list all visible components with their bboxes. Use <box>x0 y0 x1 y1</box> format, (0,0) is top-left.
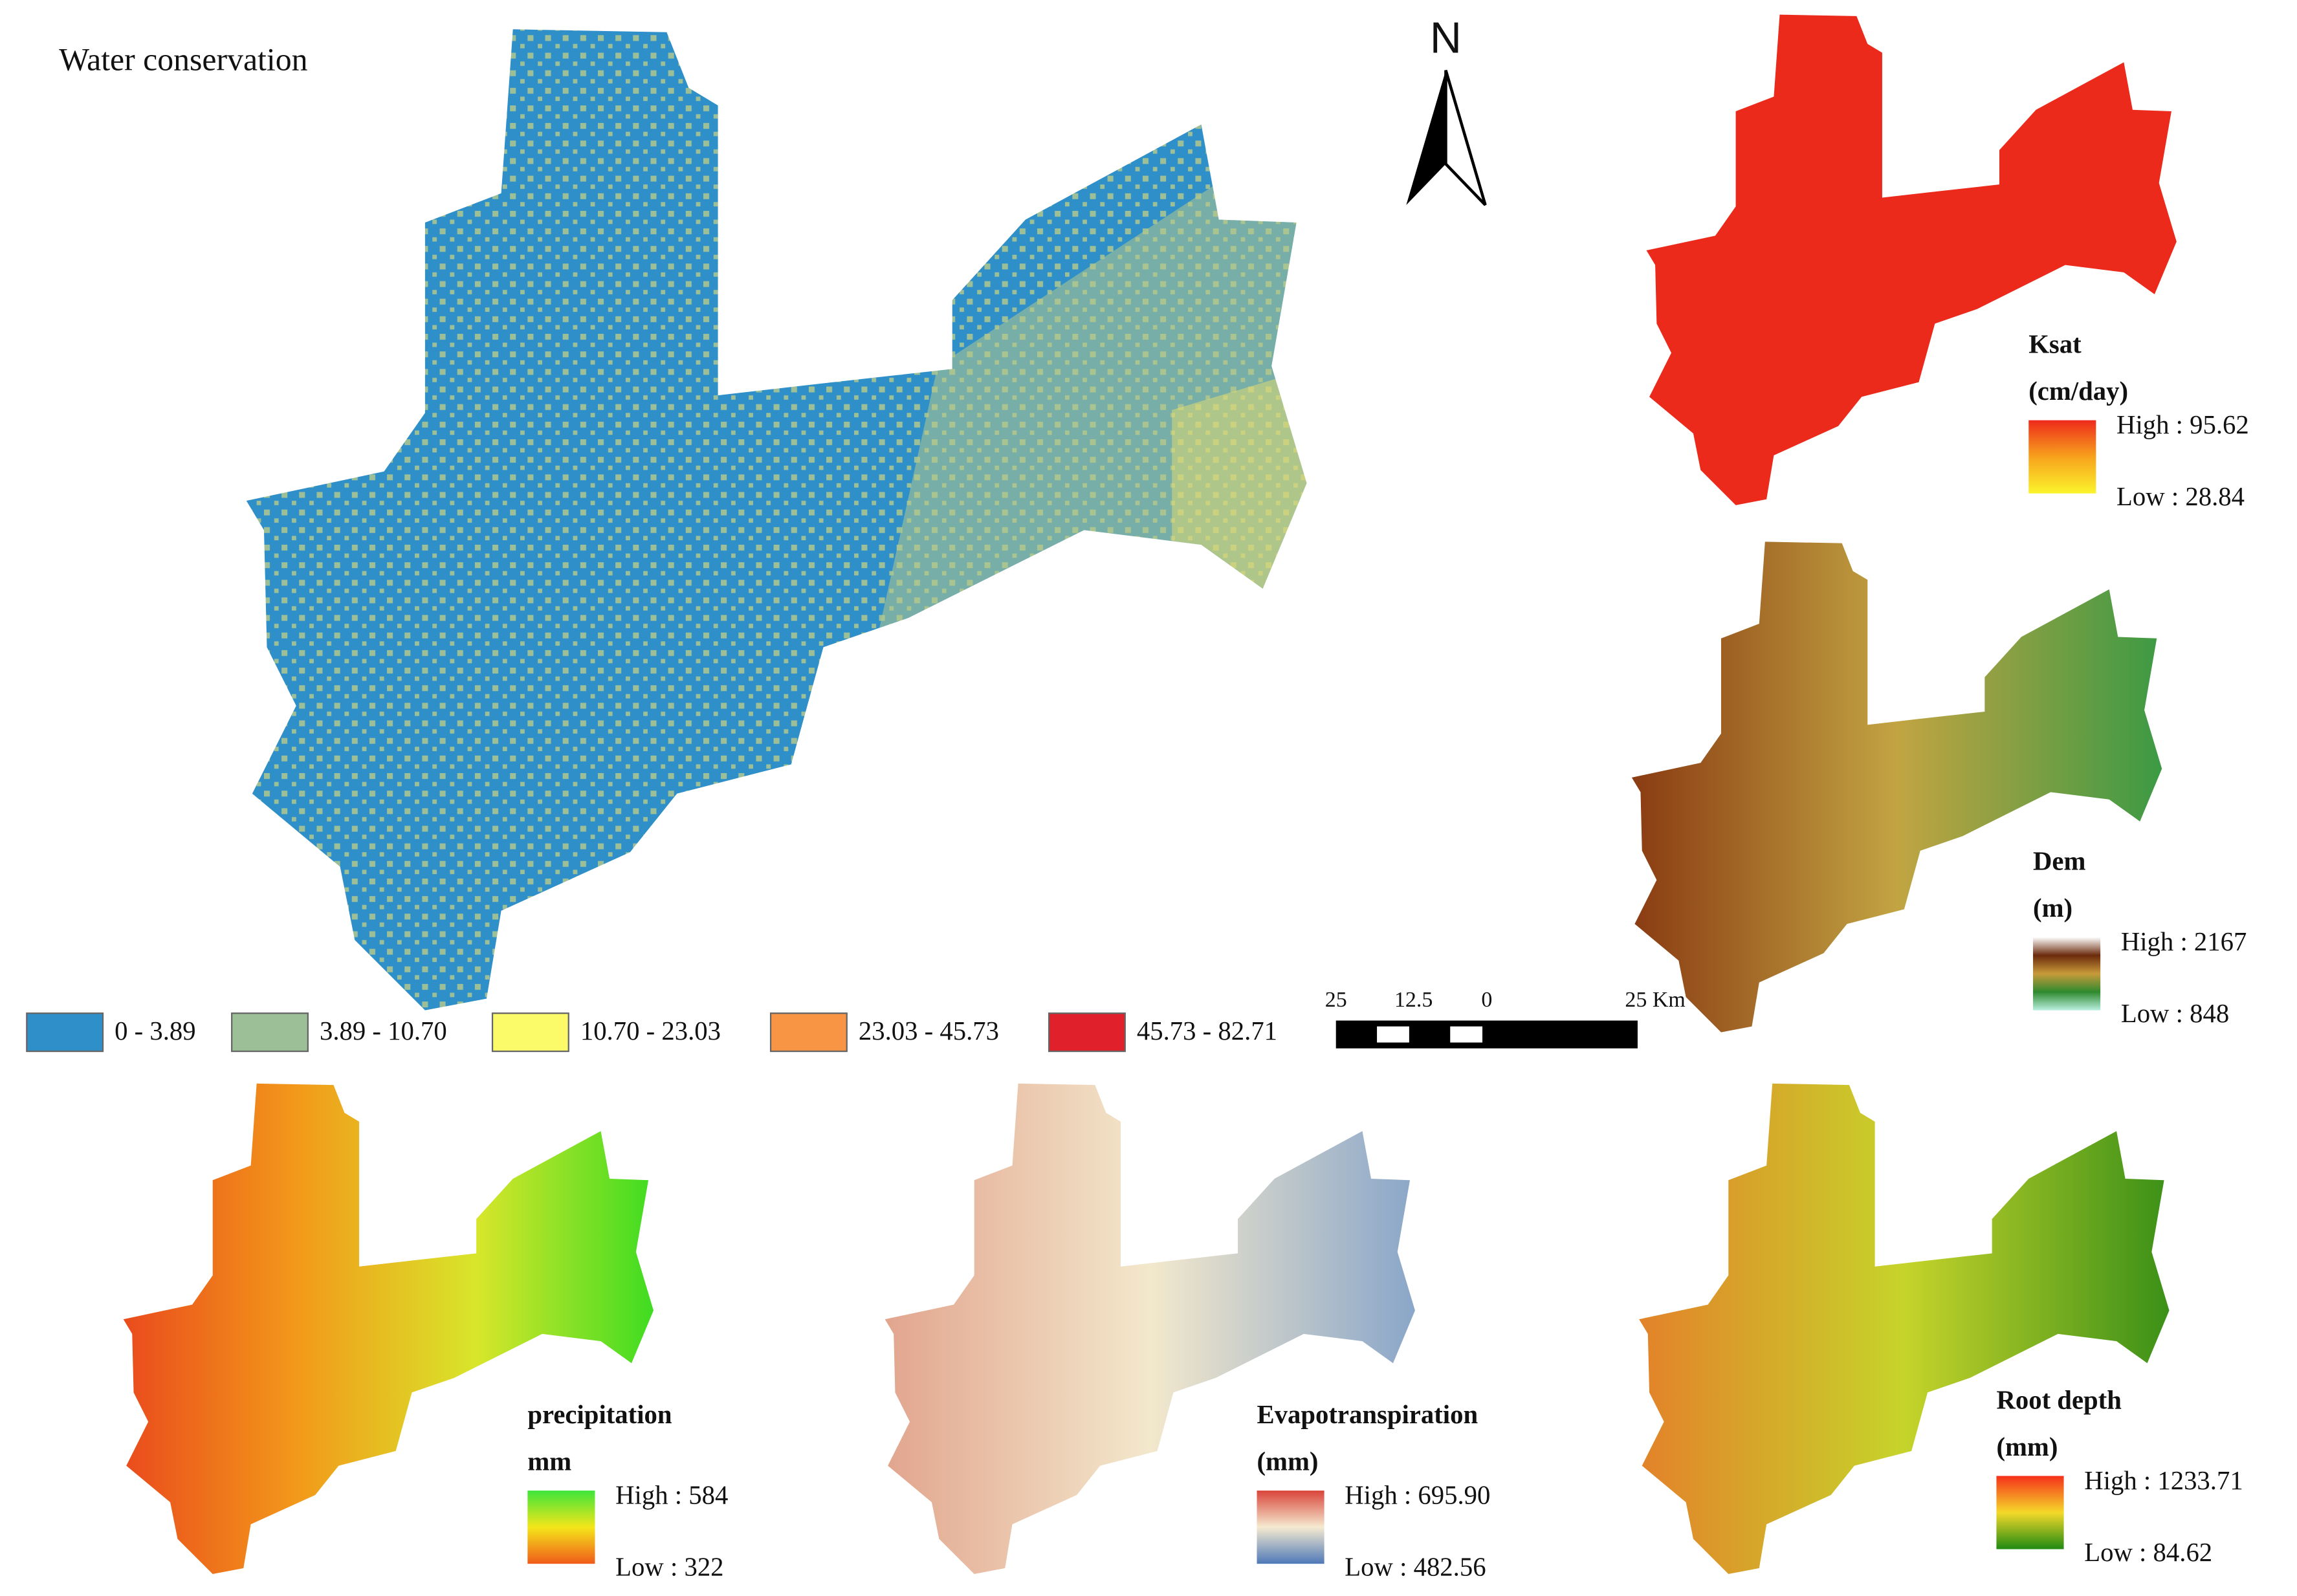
panel-unit: (m) <box>2033 893 2072 923</box>
high-label: High : 95.62 <box>2116 410 2249 439</box>
low-label: Low : 28.84 <box>2116 482 2245 511</box>
legend-swatch <box>26 1012 104 1053</box>
scale-label: 0 <box>1481 988 1492 1012</box>
scale-label: 25 Km <box>1625 988 1685 1012</box>
panel-title: Evapotranspiration <box>1257 1400 1478 1429</box>
color-ramp <box>1996 1476 2064 1549</box>
legend: 0 - 3.89 3.89 - 10.70 10.70 - 23.03 23.03 -… <box>26 1012 1277 1053</box>
north-arrow <box>1406 70 1487 206</box>
color-ramp <box>1257 1491 1324 1564</box>
panel-title: precipitation <box>527 1400 672 1429</box>
scale-bar: 25 12.5 0 25 Km <box>1325 988 1686 1049</box>
legend-label: 45.73 - 82.71 <box>1137 1016 1277 1045</box>
low-label: Low : 84.62 <box>2084 1538 2212 1567</box>
panel-unit: (mm) <box>1996 1432 2058 1461</box>
high-label: High : 1233.71 <box>2084 1466 2243 1495</box>
scale-label: 12.5 <box>1394 988 1433 1012</box>
legend-label: 10.70 - 23.03 <box>580 1016 721 1045</box>
panels: Ksat (cm/day) High : 95.62 Low : 28.84 Dem (m… <box>123 14 2249 1582</box>
panel-map <box>885 1083 1415 1575</box>
legend-swatch <box>769 1012 848 1053</box>
legend-swatch <box>1048 1012 1126 1053</box>
low-label: Low : 482.56 <box>1345 1553 1486 1582</box>
legend-label: 0 - 3.89 <box>115 1016 196 1045</box>
panel-title: Dem <box>2033 847 2085 876</box>
low-label: Low : 848 <box>2121 999 2229 1028</box>
high-label: High : 584 <box>615 1481 728 1510</box>
legend-swatch <box>231 1012 309 1053</box>
panel-map <box>1639 1083 2170 1575</box>
panel-unit: (mm) <box>1257 1447 1318 1476</box>
legend-swatch <box>491 1012 569 1053</box>
low-label: Low : 322 <box>615 1553 723 1582</box>
high-label: High : 2167 <box>2121 927 2247 956</box>
north-label: N <box>1430 14 1462 62</box>
panel-map <box>1646 14 2177 505</box>
map-title: Water conservation <box>59 42 308 78</box>
scale-label: 25 <box>1325 988 1347 1012</box>
panel-unit: mm <box>527 1447 571 1476</box>
panel-unit: (cm/day) <box>2028 377 2128 406</box>
legend-label: 3.89 - 10.70 <box>320 1016 447 1045</box>
legend-label: 23.03 - 45.73 <box>859 1016 999 1045</box>
color-ramp <box>2028 420 2096 494</box>
high-label: High : 695.90 <box>1345 1481 1490 1510</box>
color-ramp <box>527 1491 595 1564</box>
panel-title: Ksat <box>2028 330 2082 359</box>
panel-title: Root depth <box>1996 1386 2122 1415</box>
color-ramp <box>2033 937 2101 1011</box>
